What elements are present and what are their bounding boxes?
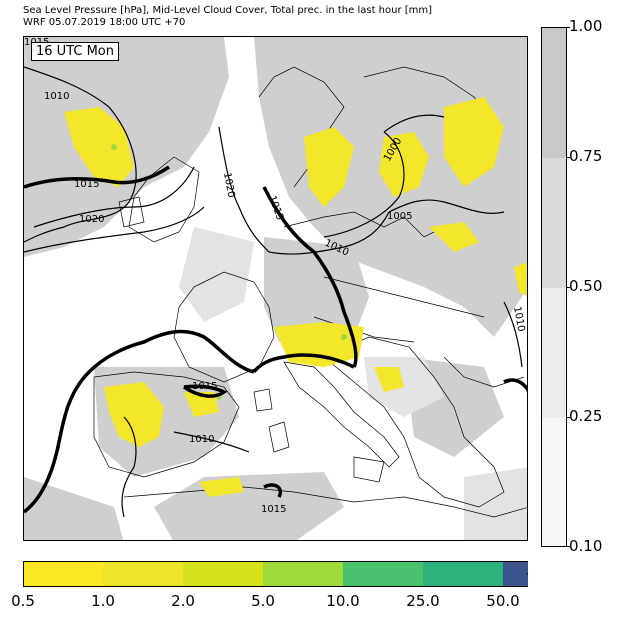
- precip-tick-label: 2.0: [171, 592, 195, 610]
- isobar-label: 1015: [74, 179, 99, 190]
- model-run-subtitle: WRF 05.07.2019 18:00 UTC +70: [23, 17, 186, 28]
- cloud-cover-bin: [542, 158, 566, 288]
- precip-bin: [103, 561, 183, 587]
- colorbar-outline: [23, 561, 528, 587]
- weather-map: 1015 1010 1015 1020 1020 1015 1010 1005 …: [23, 36, 528, 541]
- precip-bin: [423, 561, 503, 587]
- cloud-cover-bin: [542, 28, 566, 158]
- precip-bin: [343, 561, 423, 587]
- cloud-cover-colorbar: [541, 27, 567, 547]
- tick-mark: [566, 287, 570, 288]
- precip-bin: [263, 561, 343, 587]
- precipitation-layer: [64, 97, 527, 497]
- isobars: [24, 66, 523, 518]
- precip-tick-label: 10.0: [326, 592, 360, 610]
- tick-mark: [566, 157, 570, 158]
- isobar-label: 1015: [261, 504, 286, 515]
- cloud-tick-label: 0.50: [569, 277, 603, 295]
- isobar-label: 1020: [79, 214, 104, 225]
- isobar-label: 1010: [44, 91, 69, 102]
- cloud-tick-label: 1.00: [569, 17, 603, 35]
- map-canvas: 1015 1010 1015 1020 1020 1015 1010 1005 …: [24, 37, 527, 540]
- chart-title: Sea Level Pressure [hPa], Mid-Level Clou…: [23, 5, 433, 16]
- isobar-label: 1015: [266, 194, 285, 222]
- tick-mark: [566, 27, 570, 28]
- isobar-label: 1015: [192, 381, 217, 392]
- precip-bin: [503, 561, 528, 587]
- precip-tick-label: 1.0: [91, 592, 115, 610]
- isobar-label: 1005: [387, 211, 412, 222]
- isobar-label: 1020: [221, 172, 236, 199]
- isobar-labels: 1015 1010 1015 1020 1020 1015 1010 1005 …: [24, 37, 526, 515]
- precip-tick-label: 5.0: [251, 592, 275, 610]
- cloud-cover-bin: [542, 288, 566, 418]
- tick-mark: [566, 546, 570, 547]
- isobar-label: 1010: [189, 434, 214, 445]
- precip-bin: [23, 561, 103, 587]
- isobars-1015: [24, 165, 527, 514]
- precip-tick-label: 50.0: [486, 592, 520, 610]
- precip-tick-label: 0.5: [11, 592, 35, 610]
- cloud-tick-label: 0.25: [569, 407, 603, 425]
- cloud-tick-label: 0.75: [569, 147, 603, 165]
- precip-tick-label: 25.0: [406, 592, 440, 610]
- precip-bin: [183, 561, 263, 587]
- tick-mark: [566, 417, 570, 418]
- isobar-label: 1010: [511, 306, 526, 333]
- cloud-tick-label: 0.10: [569, 537, 603, 555]
- valid-time-label: 16 UTC Mon: [31, 42, 119, 61]
- cloud-cover-bin: [542, 418, 566, 546]
- precipitation-heavy-layer: [111, 144, 347, 400]
- precipitation-colorbar: [23, 561, 528, 587]
